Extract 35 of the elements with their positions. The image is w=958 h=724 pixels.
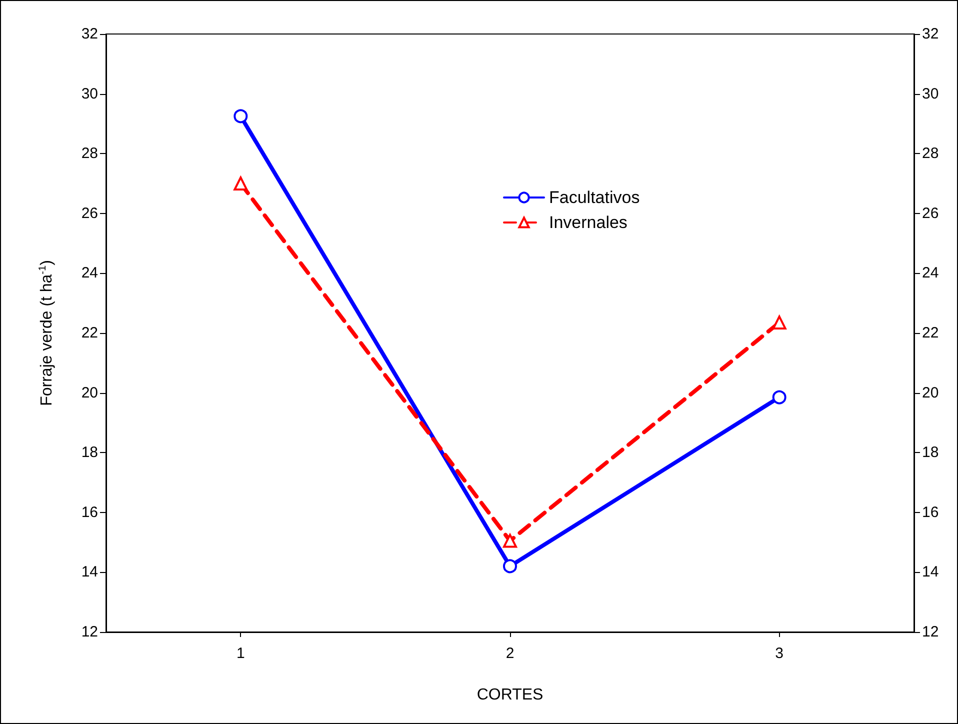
- y2-tick-label: 20: [922, 384, 939, 402]
- y-tick-label: 16: [81, 504, 98, 521]
- point: [234, 176, 248, 190]
- point: [772, 390, 786, 404]
- x-tick-label: 3: [775, 645, 784, 662]
- y-tick-label: 28: [81, 145, 98, 162]
- x-axis-title: CORTES: [476, 686, 544, 704]
- y-tick-label: 24: [81, 264, 98, 282]
- y2-tick-label: 14: [922, 564, 939, 581]
- y-tick-label: 22: [81, 324, 98, 342]
- y2-tick-label: 18: [922, 444, 939, 462]
- y2-tick-label: 22: [922, 324, 939, 342]
- y-tick-label: 30: [81, 85, 98, 102]
- x-tick-label: 2: [506, 645, 514, 662]
- y-tick-label: 26: [81, 204, 98, 222]
- point: [503, 534, 517, 548]
- y2-tick-label: 24: [922, 264, 939, 282]
- y-tick-label: 18: [81, 444, 98, 462]
- y2-tick-label: 16: [922, 504, 939, 521]
- y-tick-label: 32: [81, 26, 98, 42]
- y2-tick-label: 26: [922, 204, 939, 222]
- legend-label: Invernales: [549, 213, 628, 232]
- point: [503, 559, 517, 574]
- legend-label: Facultativos: [549, 188, 640, 207]
- point: [772, 316, 786, 330]
- y2-tick-label: 30: [922, 85, 939, 102]
- point: [234, 109, 248, 124]
- y-tick-label: 20: [81, 384, 98, 402]
- y-tick-label: 12: [81, 624, 98, 640]
- y2-tick-label: 32: [922, 26, 939, 42]
- y-axis-title: Forraje verde (t ha-1): [38, 260, 56, 406]
- y2-tick-label: 28: [922, 145, 939, 162]
- x-tick-label: 1: [236, 645, 245, 662]
- y-tick-label: 14: [81, 564, 98, 581]
- y2-tick-label: 12: [922, 624, 939, 640]
